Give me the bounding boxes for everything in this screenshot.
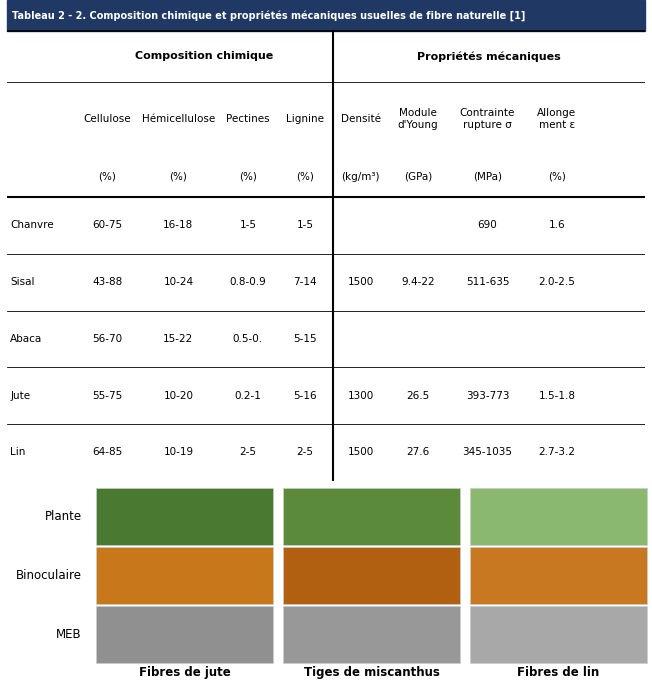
Bar <box>96 547 273 604</box>
Text: (%): (%) <box>548 172 566 181</box>
Text: 0.8-0.9: 0.8-0.9 <box>230 278 266 287</box>
Bar <box>7 0 645 31</box>
Text: 393-773: 393-773 <box>466 391 509 401</box>
Text: MEB: MEB <box>56 628 82 641</box>
Text: Abaca: Abaca <box>10 334 42 344</box>
Text: 27.6: 27.6 <box>406 447 430 458</box>
Text: 10-24: 10-24 <box>164 278 194 287</box>
Bar <box>284 606 460 663</box>
Text: 1.6: 1.6 <box>548 220 565 231</box>
Text: Contrainte
rupture σ: Contrainte rupture σ <box>460 108 515 130</box>
Text: 7-14: 7-14 <box>293 278 317 287</box>
Bar <box>284 547 460 604</box>
Text: 64-85: 64-85 <box>92 447 123 458</box>
Text: (GPa): (GPa) <box>404 172 432 181</box>
Text: Binoculaire: Binoculaire <box>16 569 82 582</box>
Text: 5-15: 5-15 <box>293 334 317 344</box>
Bar <box>284 488 460 545</box>
Text: 511-635: 511-635 <box>466 278 509 287</box>
Text: Tiges de miscanthus: Tiges de miscanthus <box>304 666 439 679</box>
Text: Chanvre: Chanvre <box>10 220 54 231</box>
Text: 15-22: 15-22 <box>163 334 194 344</box>
Text: Plante: Plante <box>44 510 82 523</box>
Text: 10-19: 10-19 <box>164 447 194 458</box>
Text: Composition chimique: Composition chimique <box>136 52 274 61</box>
Text: Allonge
ment ε: Allonge ment ε <box>537 108 576 130</box>
Text: 0.2-1: 0.2-1 <box>235 391 261 401</box>
Text: Module
d'Young: Module d'Young <box>398 108 438 130</box>
Text: 1-5: 1-5 <box>297 220 314 231</box>
Text: (kg/m³): (kg/m³) <box>342 172 380 181</box>
Text: (%): (%) <box>296 172 314 181</box>
Text: 2-5: 2-5 <box>239 447 256 458</box>
Bar <box>96 606 273 663</box>
Text: 9.4-22: 9.4-22 <box>401 278 435 287</box>
Text: 1.5-1.8: 1.5-1.8 <box>539 391 576 401</box>
Text: 345-1035: 345-1035 <box>462 447 512 458</box>
Text: Propriétés mécaniques: Propriétés mécaniques <box>417 51 561 62</box>
Text: Fibres de jute: Fibres de jute <box>139 666 231 679</box>
Text: Fibres de lin: Fibres de lin <box>518 666 600 679</box>
Text: 0.5-0.: 0.5-0. <box>233 334 263 344</box>
Text: 1500: 1500 <box>348 278 374 287</box>
Text: 2.0-2.5: 2.0-2.5 <box>539 278 575 287</box>
Bar <box>470 488 647 545</box>
Text: (%): (%) <box>98 172 116 181</box>
Text: Densité: Densité <box>341 114 381 124</box>
Text: 2-5: 2-5 <box>297 447 314 458</box>
Text: Tableau 2 - 2. Composition chimique et propriétés mécaniques usuelles de fibre n: Tableau 2 - 2. Composition chimique et p… <box>12 10 525 21</box>
Text: 1300: 1300 <box>348 391 374 401</box>
Text: 43-88: 43-88 <box>92 278 123 287</box>
Text: 1-5: 1-5 <box>239 220 256 231</box>
Text: 55-75: 55-75 <box>92 391 123 401</box>
Bar <box>470 606 647 663</box>
Text: Jute: Jute <box>10 391 31 401</box>
Text: Hémicellulose: Hémicellulose <box>141 114 215 124</box>
Text: 56-70: 56-70 <box>92 334 123 344</box>
Bar <box>96 488 273 545</box>
Text: 2.7-3.2: 2.7-3.2 <box>539 447 576 458</box>
Text: Lin: Lin <box>10 447 25 458</box>
Bar <box>470 547 647 604</box>
Text: (%): (%) <box>239 172 257 181</box>
Text: Lignine: Lignine <box>286 114 324 124</box>
Text: 26.5: 26.5 <box>406 391 430 401</box>
Text: Pectines: Pectines <box>226 114 270 124</box>
Text: Cellulose: Cellulose <box>83 114 131 124</box>
Text: 16-18: 16-18 <box>163 220 194 231</box>
Text: 60-75: 60-75 <box>92 220 123 231</box>
Text: 1500: 1500 <box>348 447 374 458</box>
Text: 10-20: 10-20 <box>164 391 194 401</box>
Text: 690: 690 <box>478 220 497 231</box>
Text: Sisal: Sisal <box>10 278 35 287</box>
Text: (MPa): (MPa) <box>473 172 502 181</box>
Text: (%): (%) <box>170 172 187 181</box>
Text: 5-16: 5-16 <box>293 391 317 401</box>
